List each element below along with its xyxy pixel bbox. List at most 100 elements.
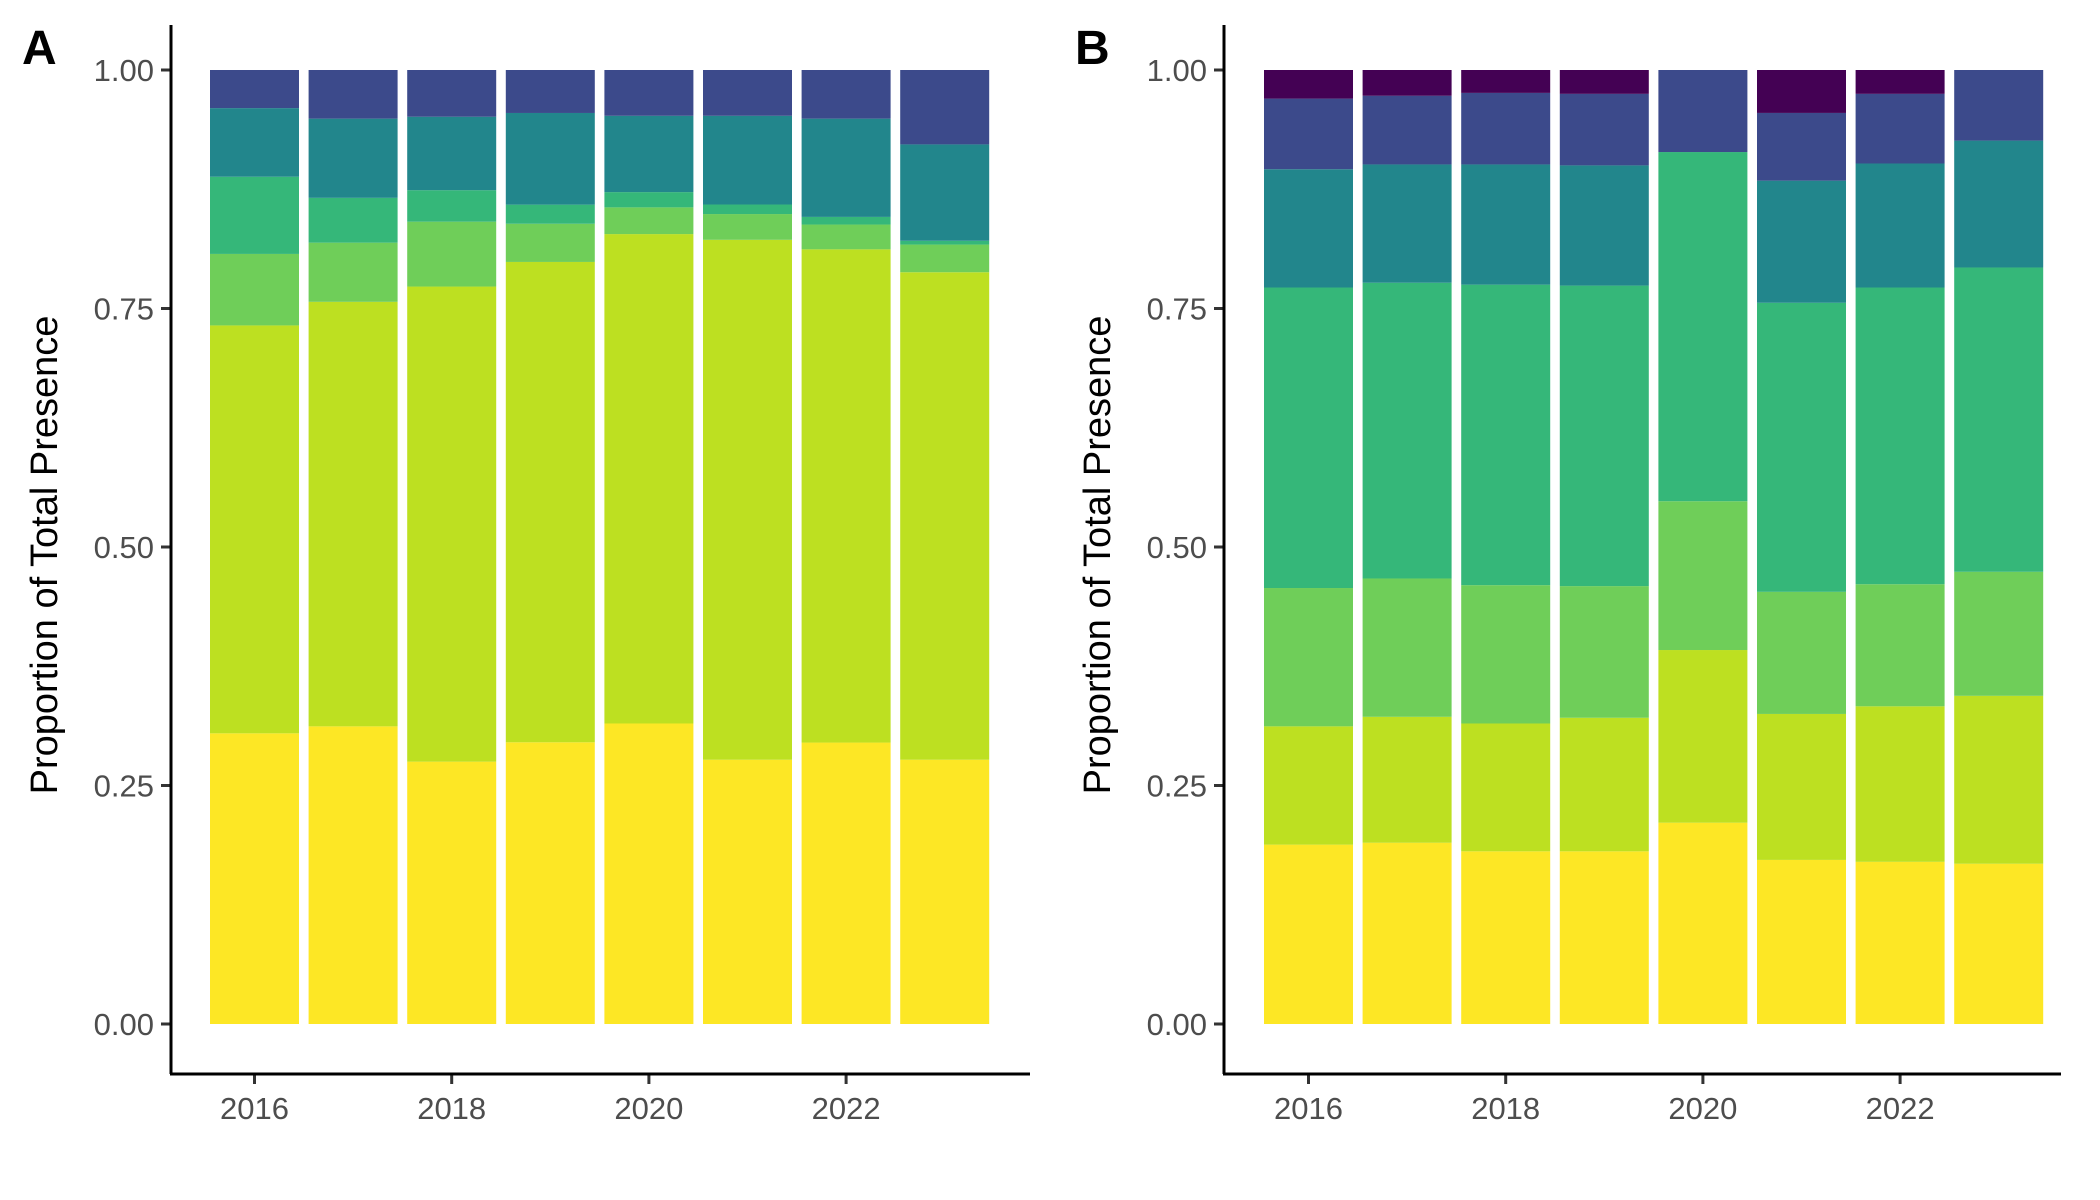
panel-a-letter: A [22,22,57,75]
bar-segment-2020-2 [1658,650,1748,823]
bar-segment-2019-3 [505,223,595,262]
bar-segment-2019-4 [505,204,595,224]
bar-segment-2017-5 [1362,164,1452,283]
y-tick-label: 0.00 [94,1007,154,1042]
bar-segment-2021-3 [703,214,792,240]
bar-segment-2018-4 [407,190,497,222]
bar-segment-2022-1 [801,742,891,1024]
bar-segment-2017-6 [308,70,398,119]
bar-segment-2018-6 [1461,92,1551,165]
bar-segment-2020-6 [1658,70,1748,153]
bar-segment-2019-6 [1559,93,1649,166]
bar-segment-2018-2 [1461,723,1551,852]
panel-a-x-ticks: 2016 2018 2020 2022 [220,1074,881,1126]
bar-segment-2022-2 [1855,706,1945,862]
bar-segment-2016-3 [1264,588,1353,727]
bar-segment-2022-3 [801,224,891,250]
bar-segment-2019-4 [1559,285,1649,587]
bar-segment-2019-2 [505,261,595,743]
bar-segment-2022-3 [1855,584,1945,707]
y-tick-label: 0.25 [94,769,154,804]
bar-segment-2019-6 [505,70,595,113]
panel-b-bars [1264,70,2044,1024]
bar-segment-2016-1 [1264,844,1353,1024]
bar-segment-2016-7 [1264,70,1353,99]
bar-segment-2019-1 [505,742,595,1024]
bar-segment-2021-2 [703,239,792,760]
bar-segment-2016-6 [1264,98,1353,170]
y-tick-label: 0.25 [1147,769,1207,804]
bar-segment-2016-3 [210,253,299,326]
bar-segment-2020-4 [604,192,694,208]
y-tick-label: 1.00 [1147,53,1207,88]
y-tick-label: 0.75 [94,292,154,327]
bar-segment-2016-5 [1264,169,1353,288]
bar-segment-2022-6 [801,70,891,119]
bar-segment-2020-1 [604,723,694,1024]
bar-segment-2018-3 [1461,585,1551,724]
bar-segment-2023-4 [900,240,990,245]
y-tick-label: 0.00 [1147,1007,1207,1042]
bar-segment-2017-1 [308,726,398,1024]
bar-segment-2018-5 [407,116,497,191]
bar-segment-2016-2 [210,325,299,734]
bar-segment-2023-6 [900,70,990,145]
x-tick-label: 2022 [812,1091,881,1126]
bar-segment-2021-7 [1757,70,1846,113]
bar-segment-2020-3 [604,207,694,235]
bar-segment-2021-6 [703,70,792,116]
y-tick-label: 0.75 [1147,292,1207,327]
bar-segment-2021-1 [703,759,792,1024]
panel-a-y-ticks: 0.00 0.25 0.50 0.75 1.00 [94,53,171,1042]
bar-segment-2023-1 [900,759,990,1024]
panel-b-x-ticks: 2016 2018 2020 2022 [1274,1074,1935,1126]
bar-segment-2020-4 [1658,152,1748,502]
bar-segment-2017-6 [1362,95,1452,165]
bar-segment-2021-2 [1757,713,1846,860]
bar-segment-2021-3 [1757,591,1846,714]
bar-segment-2021-5 [703,115,792,205]
y-tick-label: 1.00 [94,53,154,88]
bar-segment-2017-1 [1362,842,1452,1024]
bar-segment-2021-5 [1757,180,1846,303]
panel-b: B Proportion of Total Presence 0.000.250… [1075,22,2061,1126]
bar-segment-2020-1 [1658,822,1748,1024]
bar-segment-2021-4 [703,204,792,215]
panel-b-letter: B [1075,22,1110,75]
bar-segment-2023-6 [1954,70,2044,141]
bar-segment-2022-2 [801,249,891,743]
bar-segment-2023-3 [1954,571,2044,696]
bar-segment-2020-5 [604,115,694,193]
bar-segment-2017-2 [308,301,398,727]
bar-segment-2016-5 [210,108,299,177]
bar-segment-2023-5 [900,144,990,241]
panel-a: A Proportion of Total Presence 0.00 0.25 0… [22,22,1030,1126]
bar-segment-2016-1 [210,733,299,1024]
bar-segment-2017-5 [308,118,398,198]
bar-segment-2017-3 [1362,578,1452,717]
bar-segment-2022-5 [801,118,891,217]
bar-segment-2019-2 [1559,717,1649,852]
bar-segment-2016-2 [1264,726,1353,845]
x-tick-label: 2020 [1668,1091,1737,1126]
bar-segment-2016-6 [210,70,299,109]
bar-segment-2016-4 [1264,287,1353,589]
bar-segment-2022-1 [1855,861,1945,1024]
bar-segment-2019-5 [505,112,595,205]
bar-segment-2020-3 [1658,501,1748,651]
x-tick-label: 2018 [417,1091,486,1126]
bar-segment-2021-1 [1757,859,1846,1024]
bar-segment-2020-2 [604,234,694,724]
bar-segment-2018-5 [1461,164,1551,285]
bar-segment-2019-3 [1559,586,1649,718]
bar-segment-2018-4 [1461,284,1551,586]
bar-segment-2023-2 [1954,695,2044,864]
bar-segment-2017-7 [1362,70,1452,96]
bar-segment-2022-4 [801,216,891,225]
x-tick-label: 2016 [1274,1091,1343,1126]
y-tick-label: 0.50 [1147,530,1207,565]
panel-b-y-ticks: 0.00 0.25 0.50 0.75 1.00 [1147,53,1224,1042]
panel-a-y-axis-title: Proportion of Total Presence [24,316,66,795]
panel-b-y-axis-title: Proportion of Total Presence [1077,316,1119,795]
bar-segment-2018-3 [407,221,497,287]
